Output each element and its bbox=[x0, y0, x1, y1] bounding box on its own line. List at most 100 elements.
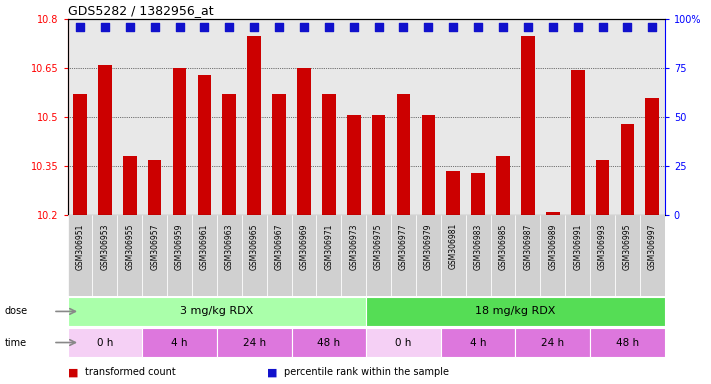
Point bbox=[423, 24, 434, 30]
Bar bbox=[142, 328, 217, 357]
Bar bbox=[640, 215, 665, 296]
Bar bbox=[515, 215, 540, 296]
Text: GDS5282 / 1382956_at: GDS5282 / 1382956_at bbox=[68, 3, 213, 17]
Bar bbox=[68, 215, 92, 296]
Bar bbox=[471, 172, 485, 215]
Point bbox=[522, 24, 533, 30]
Bar bbox=[646, 98, 659, 215]
Bar bbox=[322, 94, 336, 215]
Text: GSM306991: GSM306991 bbox=[573, 223, 582, 270]
Bar bbox=[297, 68, 311, 215]
Bar bbox=[422, 116, 435, 215]
Bar bbox=[123, 156, 137, 215]
Text: GSM306967: GSM306967 bbox=[274, 223, 284, 270]
Bar bbox=[565, 215, 590, 296]
Bar bbox=[247, 35, 261, 215]
Point bbox=[324, 24, 335, 30]
Text: 18 mg/kg RDX: 18 mg/kg RDX bbox=[475, 306, 556, 316]
Bar bbox=[68, 328, 142, 357]
Bar bbox=[546, 212, 560, 215]
Bar bbox=[615, 215, 640, 296]
Bar bbox=[341, 215, 366, 296]
Text: GSM306985: GSM306985 bbox=[498, 223, 508, 270]
Text: ■: ■ bbox=[267, 367, 277, 377]
Point bbox=[174, 24, 186, 30]
Bar bbox=[397, 94, 410, 215]
Bar bbox=[596, 159, 609, 215]
Text: dose: dose bbox=[5, 306, 28, 316]
Point bbox=[547, 24, 559, 30]
Bar bbox=[292, 328, 366, 357]
Bar bbox=[372, 116, 385, 215]
Text: GSM306969: GSM306969 bbox=[299, 223, 309, 270]
Point bbox=[149, 24, 161, 30]
Text: 3 mg/kg RDX: 3 mg/kg RDX bbox=[180, 306, 254, 316]
Bar bbox=[292, 215, 316, 296]
Point bbox=[622, 24, 634, 30]
Text: 4 h: 4 h bbox=[470, 338, 486, 348]
Text: GSM306955: GSM306955 bbox=[125, 223, 134, 270]
Bar bbox=[590, 215, 615, 296]
Bar bbox=[366, 328, 441, 357]
Text: GSM306977: GSM306977 bbox=[399, 223, 408, 270]
Text: GSM306995: GSM306995 bbox=[623, 223, 632, 270]
Point bbox=[373, 24, 385, 30]
Text: transformed count: transformed count bbox=[85, 367, 176, 377]
Bar bbox=[590, 328, 665, 357]
Bar bbox=[391, 215, 416, 296]
Bar bbox=[148, 159, 161, 215]
Point bbox=[398, 24, 410, 30]
Text: GSM306965: GSM306965 bbox=[250, 223, 259, 270]
Bar bbox=[515, 328, 590, 357]
Text: GSM306961: GSM306961 bbox=[200, 223, 209, 270]
Bar bbox=[92, 215, 117, 296]
Point bbox=[647, 24, 658, 30]
Text: 0 h: 0 h bbox=[395, 338, 412, 348]
Bar bbox=[316, 215, 341, 296]
Bar bbox=[267, 215, 292, 296]
Bar bbox=[68, 297, 366, 326]
Bar bbox=[198, 74, 211, 215]
Bar bbox=[192, 215, 217, 296]
Bar bbox=[366, 215, 391, 296]
Bar bbox=[447, 171, 460, 215]
Point bbox=[75, 24, 86, 30]
Bar bbox=[441, 328, 515, 357]
Bar bbox=[366, 297, 665, 326]
Point bbox=[299, 24, 310, 30]
Bar bbox=[272, 94, 286, 215]
Bar bbox=[491, 215, 515, 296]
Text: ■: ■ bbox=[68, 367, 78, 377]
Bar bbox=[98, 65, 112, 215]
Text: GSM306981: GSM306981 bbox=[449, 223, 458, 270]
Bar bbox=[496, 156, 510, 215]
Text: GSM306957: GSM306957 bbox=[150, 223, 159, 270]
Text: 0 h: 0 h bbox=[97, 338, 113, 348]
Text: GSM306963: GSM306963 bbox=[225, 223, 234, 270]
Bar bbox=[466, 215, 491, 296]
Bar bbox=[416, 215, 441, 296]
Text: GSM306987: GSM306987 bbox=[523, 223, 533, 270]
Bar bbox=[117, 215, 142, 296]
Bar bbox=[217, 328, 292, 357]
Text: percentile rank within the sample: percentile rank within the sample bbox=[284, 367, 449, 377]
Text: 48 h: 48 h bbox=[317, 338, 341, 348]
Bar bbox=[347, 116, 360, 215]
Text: GSM306993: GSM306993 bbox=[598, 223, 607, 270]
Bar bbox=[571, 70, 584, 215]
Point bbox=[124, 24, 136, 30]
Bar bbox=[242, 215, 267, 296]
Bar bbox=[540, 215, 565, 296]
Point bbox=[274, 24, 285, 30]
Point bbox=[199, 24, 210, 30]
Bar bbox=[217, 215, 242, 296]
Bar bbox=[521, 35, 535, 215]
Text: GSM306959: GSM306959 bbox=[175, 223, 184, 270]
Text: GSM306983: GSM306983 bbox=[474, 223, 483, 270]
Text: 48 h: 48 h bbox=[616, 338, 639, 348]
Text: GSM306997: GSM306997 bbox=[648, 223, 657, 270]
Point bbox=[597, 24, 609, 30]
Point bbox=[498, 24, 509, 30]
Text: 24 h: 24 h bbox=[242, 338, 266, 348]
Bar bbox=[73, 94, 87, 215]
